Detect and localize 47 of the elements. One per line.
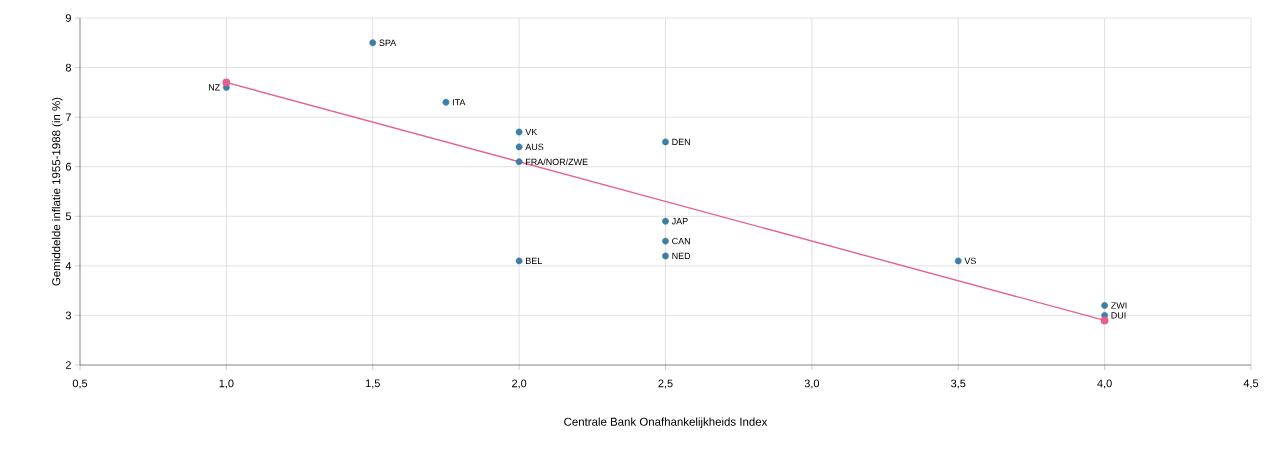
annotation: AUS [525, 143, 544, 151]
y-tick-label: 6 [65, 162, 71, 171]
x-tick-label: 1,0 [219, 379, 234, 389]
point [662, 138, 669, 146]
annotation: SPA [379, 39, 397, 46]
point [515, 143, 523, 151]
annotation: CAN [672, 237, 690, 245]
point [662, 237, 669, 245]
x-tick-label: 1,5 [365, 379, 380, 389]
annotation: VS [964, 257, 976, 265]
annotation: BEL [526, 257, 542, 264]
point [442, 98, 450, 106]
point [1100, 316, 1109, 325]
point [954, 257, 962, 265]
y-tick-label: 2 [65, 361, 71, 369]
y-axis-title: Gemiddelde inflatie 1955-1988 (in %) [51, 97, 63, 286]
x-tick-label: 2,0 [512, 379, 527, 389]
point [515, 128, 523, 136]
x-tick-label: 4,0 [1097, 379, 1112, 389]
annotation: VK [525, 128, 538, 136]
x-axis-title: Centrale Bank Onafhankelijkheids Index [564, 417, 768, 429]
point [369, 39, 377, 47]
annotation: ITA [452, 99, 466, 106]
y-tick-label: 3 [65, 311, 71, 320]
x-tick-label: 2,5 [658, 379, 673, 389]
point [662, 252, 669, 260]
y-tick-label: 7 [65, 113, 71, 121]
x-tick-label: 3,0 [804, 379, 820, 389]
annotation: DEN [672, 138, 690, 146]
x-tick-label: 3,5 [951, 379, 966, 389]
y-tick-label: 5 [65, 212, 72, 221]
annotation: NZ [208, 84, 220, 91]
y-tick-label: 8 [65, 63, 71, 72]
point [222, 78, 231, 87]
annotation: FRA/NOR/ZWE [526, 158, 588, 166]
annotation: NED [672, 252, 691, 260]
point [515, 158, 523, 166]
y-tick-label: 4 [65, 262, 72, 270]
annotation: DUI [1111, 312, 1126, 319]
point [662, 217, 669, 225]
x-tick-label: 4,5 [1243, 379, 1259, 389]
annotation: JAP [671, 218, 688, 225]
point [515, 257, 523, 265]
x-tick-label: 0,5 [72, 379, 88, 389]
y-tick-label: 9 [65, 14, 71, 22]
annotation: ZWI [1111, 302, 1127, 309]
point [1101, 302, 1108, 309]
